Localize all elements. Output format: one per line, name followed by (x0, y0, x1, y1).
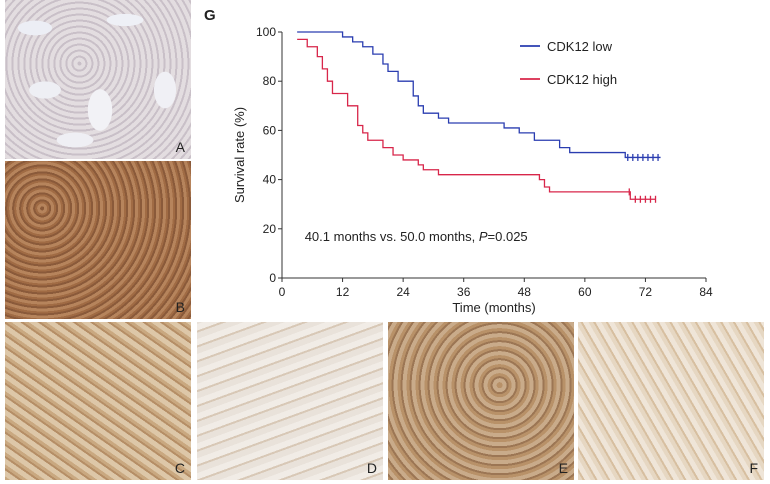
panel-label-e: E (558, 460, 568, 476)
annotation-text: 40.1 months vs. 50.0 months, P=0.025 (305, 229, 528, 244)
x-tick-label: 84 (699, 285, 713, 299)
x-tick-label: 72 (639, 285, 653, 299)
ihc-panel-f: F (578, 322, 764, 480)
y-axis-label: Survival rate (%) (232, 107, 247, 203)
y-tick-label: 0 (269, 271, 276, 285)
x-tick-label: 48 (518, 285, 532, 299)
x-tick-label: 0 (279, 285, 286, 299)
x-tick-label: 24 (396, 285, 410, 299)
y-tick-label: 60 (263, 123, 277, 137)
ihc-panel-a: A (5, 0, 191, 159)
legend-label-cdk12-high: CDK12 high (547, 72, 617, 87)
x-tick-label: 60 (578, 285, 592, 299)
ihc-panel-b: B (5, 161, 191, 319)
series-line-cdk12-high (297, 38, 656, 200)
survival-chart-svg: G Survival rate (%) Time (months) 40.1 m… (204, 7, 713, 315)
panel-label-d: D (366, 460, 377, 476)
y-tick-label: 20 (263, 222, 277, 236)
ihc-panel-d: D (197, 322, 383, 480)
ihc-panel-e: E (388, 322, 574, 480)
panel-label-f: F (749, 460, 758, 476)
panel-label-b: B (175, 299, 185, 315)
series-line-cdk12-low (297, 31, 661, 159)
y-tick-label: 80 (263, 74, 277, 88)
panel-label-a: A (175, 139, 185, 155)
y-tick-label: 100 (256, 25, 276, 39)
x-tick-label: 36 (457, 285, 471, 299)
panel-label-g: G (204, 7, 216, 24)
series-group (297, 31, 661, 203)
y-tick-label: 40 (263, 173, 277, 187)
legend-label-cdk12-low: CDK12 low (547, 39, 613, 54)
x-tick-label: 12 (336, 285, 350, 299)
panel-label-c: C (174, 460, 185, 476)
ihc-panel-c: C (5, 322, 191, 480)
axes: 0 20 40 60 80 100 0 12 24 36 48 60 72 84 (256, 25, 713, 299)
x-axis-label: Time (months) (452, 300, 535, 315)
survival-chart: G Survival rate (%) Time (months) 40.1 m… (196, 0, 770, 320)
legend: CDK12 low CDK12 high (520, 39, 617, 87)
